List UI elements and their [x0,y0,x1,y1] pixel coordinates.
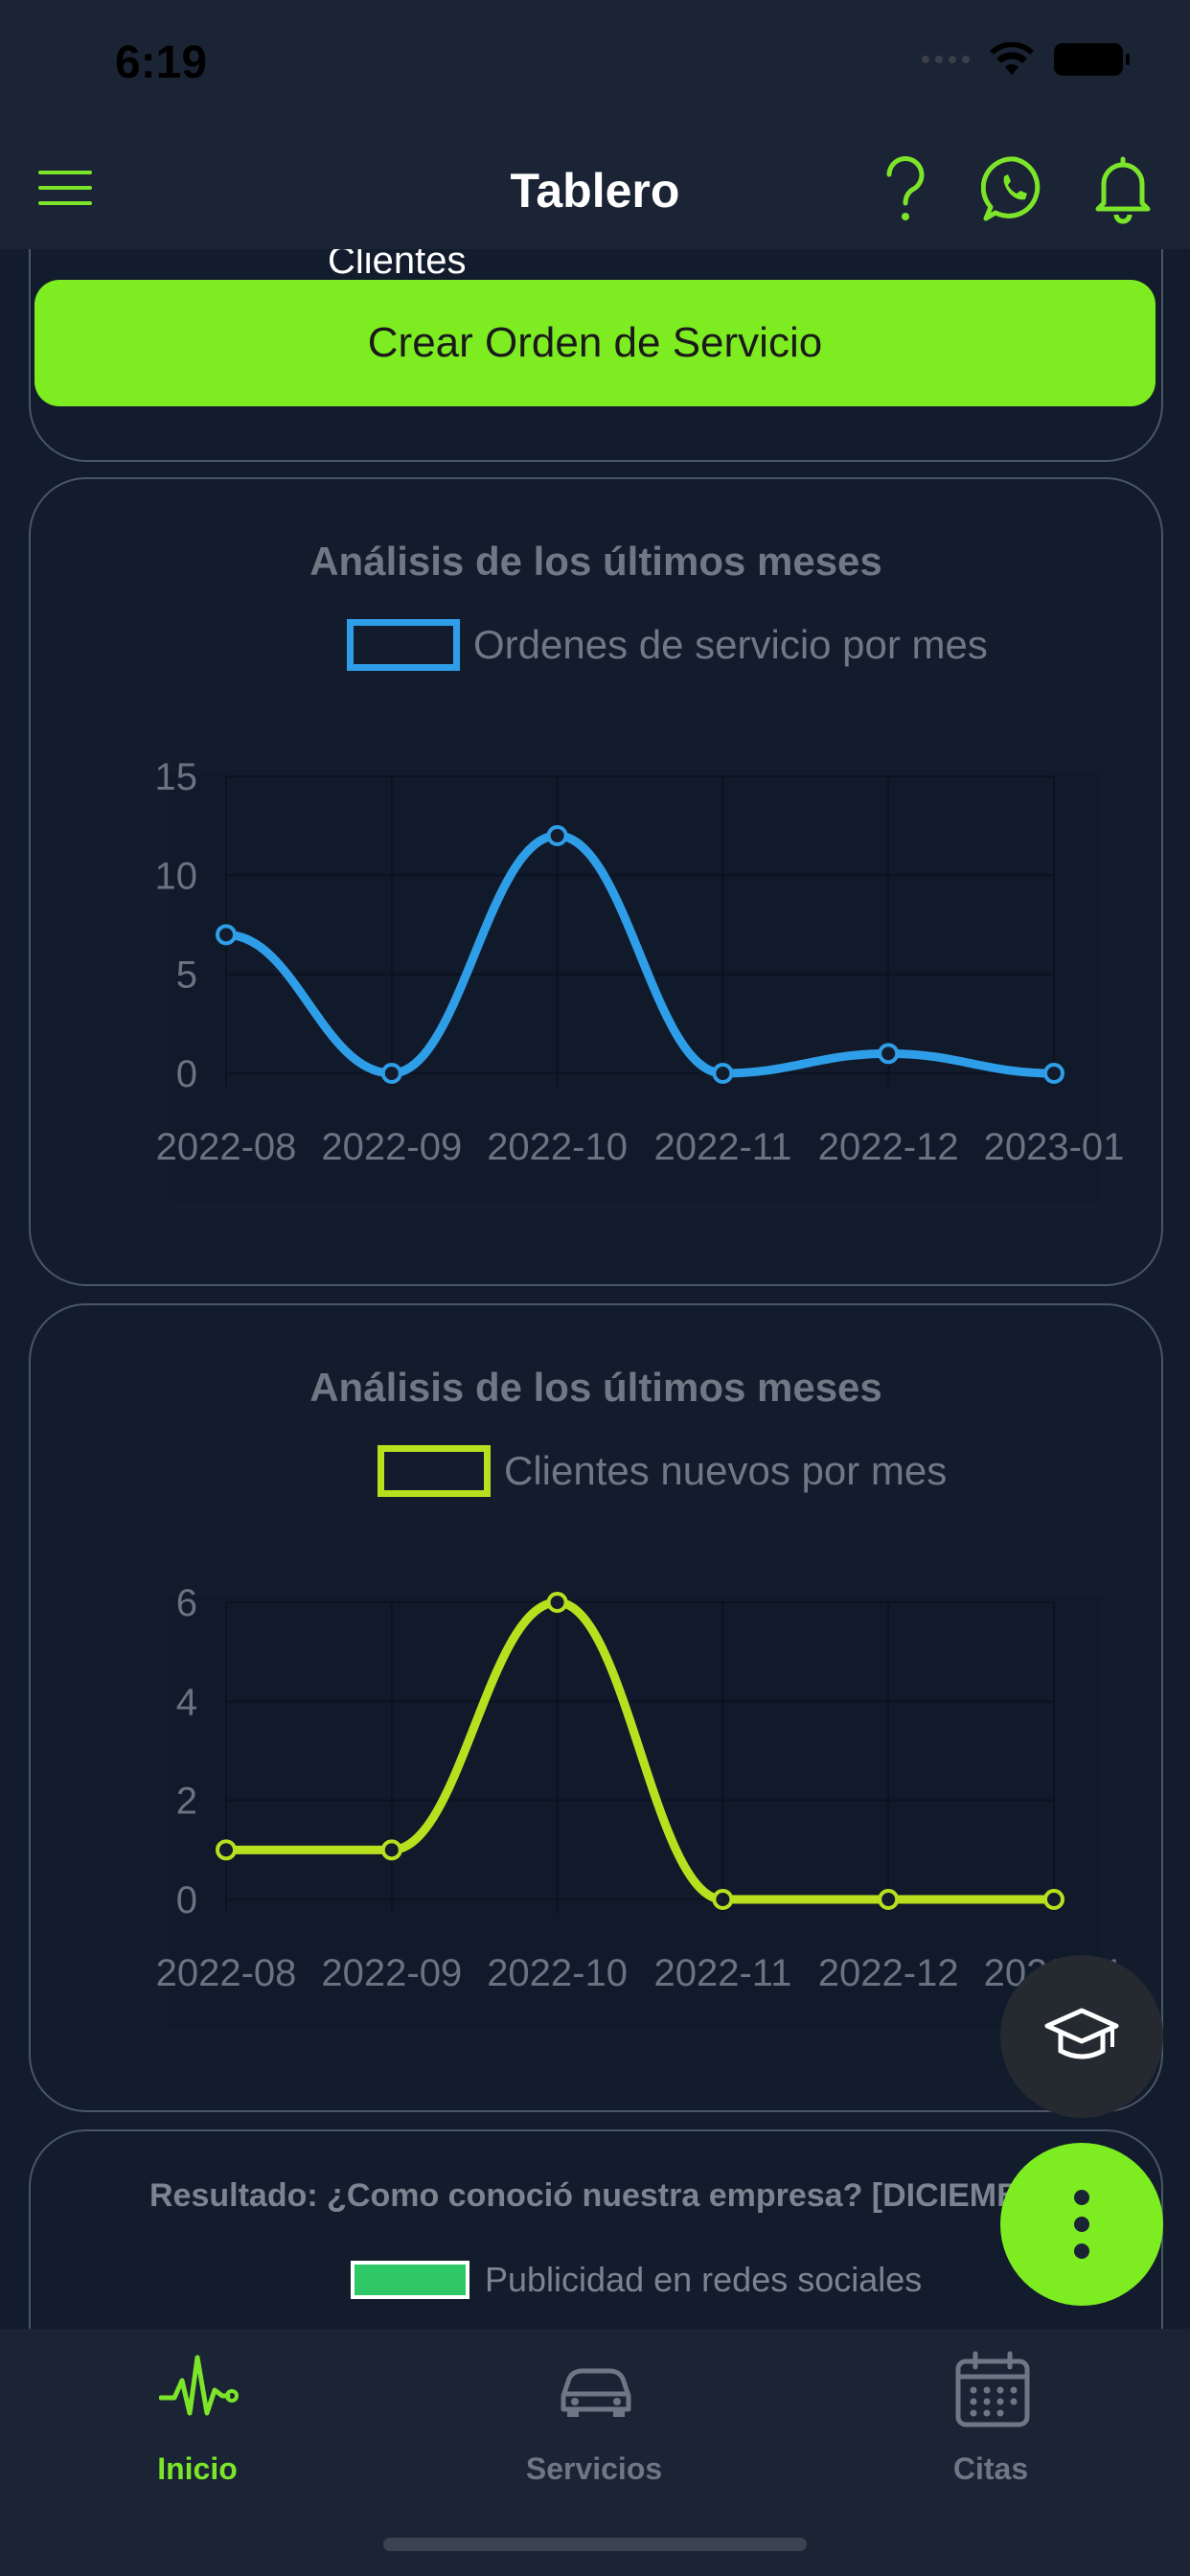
tutorial-button[interactable] [1000,1955,1163,2118]
tab-bar: Inicio Servicios Citas [0,2329,1190,2576]
y-tick-label: 0 [176,1053,197,1095]
legend-swatch [378,1445,491,1497]
chart-title: Análisis de los últimos meses [309,539,882,584]
help-icon[interactable] [881,153,929,226]
clients-label: Clientes [328,249,467,282]
chart-legend[interactable]: Clientes nuevos por mes [378,1445,947,1497]
app-header: Tablero [0,134,1190,249]
more-options-button[interactable] [1000,2143,1163,2306]
x-tick-label: 2022-11 [653,1952,791,1994]
new-clients-line-chart: 64202022-082022-092022-102022-112022-122… [156,1582,1124,2028]
more-vertical-icon [1074,2190,1089,2259]
data-point[interactable] [1043,1889,1064,1910]
tab-inicio[interactable]: Inicio [54,2329,341,2492]
y-tick-label: 6 [176,1582,197,1624]
page-title: Tablero [510,164,680,218]
plot-area [169,1597,1102,2028]
data-point[interactable] [380,1063,402,1084]
x-tick-label: 2022-11 [653,1126,791,1168]
x-tick-label: 2022-12 [818,1126,959,1168]
data-point[interactable] [216,1839,237,1861]
x-tick-label: 2022-08 [156,1952,297,1994]
activity-icon [159,2355,239,2416]
chart-title: Análisis de los últimos meses [309,1365,882,1410]
home-indicator [383,2538,807,2551]
y-tick-label: 15 [155,756,198,798]
data-point[interactable] [878,1043,900,1065]
signal-icon [922,56,970,63]
x-tick-label: 2022-10 [487,1952,628,1994]
new-clients-chart-card: Análisis de los últimos meses Clientes n… [29,1303,1163,2112]
data-point[interactable] [546,825,568,846]
create-service-order-button[interactable]: Crear Orden de Servicio [34,280,1156,406]
x-tick-label: 2022-10 [487,1126,628,1168]
y-tick-label: 2 [176,1781,197,1823]
data-point[interactable] [712,1063,734,1084]
x-tick-label: 2022-09 [321,1952,462,1994]
survey-result-card: Resultado: ¿Como conoció nuestra empresa… [29,2129,1163,2329]
data-point[interactable] [878,1889,900,1910]
calendar-icon [955,2351,1030,2427]
pie-legend-swatch [351,2261,469,2299]
y-tick-label: 0 [176,1879,197,1921]
pie-legend-label: Publicidad en redes sociales [485,2260,923,2299]
data-point[interactable] [1043,1063,1064,1084]
legend-swatch [347,619,460,671]
x-tick-label: 2022-08 [156,1126,297,1168]
data-point[interactable] [712,1889,734,1910]
tab-servicios[interactable]: Servicios [450,2329,738,2492]
service-orders-chart-card: Análisis de los últimos meses Ordenes de… [29,477,1163,1286]
whatsapp-icon[interactable] [981,153,1048,226]
y-tick-label: 10 [155,855,198,897]
menu-icon[interactable] [38,171,92,209]
tab-label: Citas [952,2451,1029,2486]
chart-legend[interactable]: Ordenes de servicio por mes [347,619,988,671]
graduation-cap-icon [1044,2008,1119,2059]
plot-area [169,770,1102,1202]
tab-citas[interactable]: Citas [847,2329,1134,2492]
battery-icon [1054,43,1130,76]
tab-label: Inicio [157,2451,238,2486]
y-tick-label: 4 [176,1681,197,1723]
survey-title: Resultado: ¿Como conoció nuestra empresa… [149,2177,1077,2214]
tab-label: Servicios [525,2451,663,2486]
bell-icon[interactable] [1094,153,1152,226]
status-time: 6:19 [115,37,208,88]
legend-label: Clientes nuevos por mes [504,1448,948,1493]
data-point[interactable] [546,1592,568,1613]
legend-label: Ordenes de servicio por mes [473,622,988,667]
x-tick-label: 2023-01 [984,1126,1125,1168]
service-orders-line-chart: 15 10 5 0 2022-08 2022-09 2022-10 2022-11 2022-1… [155,756,1125,1202]
x-tick-label: 2022-12 [818,1952,959,1994]
data-point[interactable] [216,924,237,946]
data-point[interactable] [380,1839,402,1861]
status-icons [922,42,1130,77]
pie-legend[interactable]: Publicidad en redes sociales [351,2260,922,2300]
car-icon [561,2368,631,2417]
y-tick-label: 5 [176,954,197,997]
x-tick-label: 2022-09 [321,1126,462,1168]
status-bar: 6:19 [0,0,1190,134]
wifi-icon [990,42,1034,75]
